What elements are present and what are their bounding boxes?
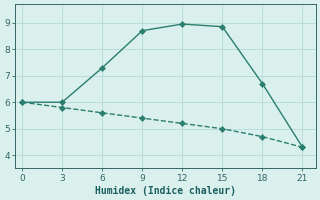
X-axis label: Humidex (Indice chaleur): Humidex (Indice chaleur) — [95, 186, 236, 196]
